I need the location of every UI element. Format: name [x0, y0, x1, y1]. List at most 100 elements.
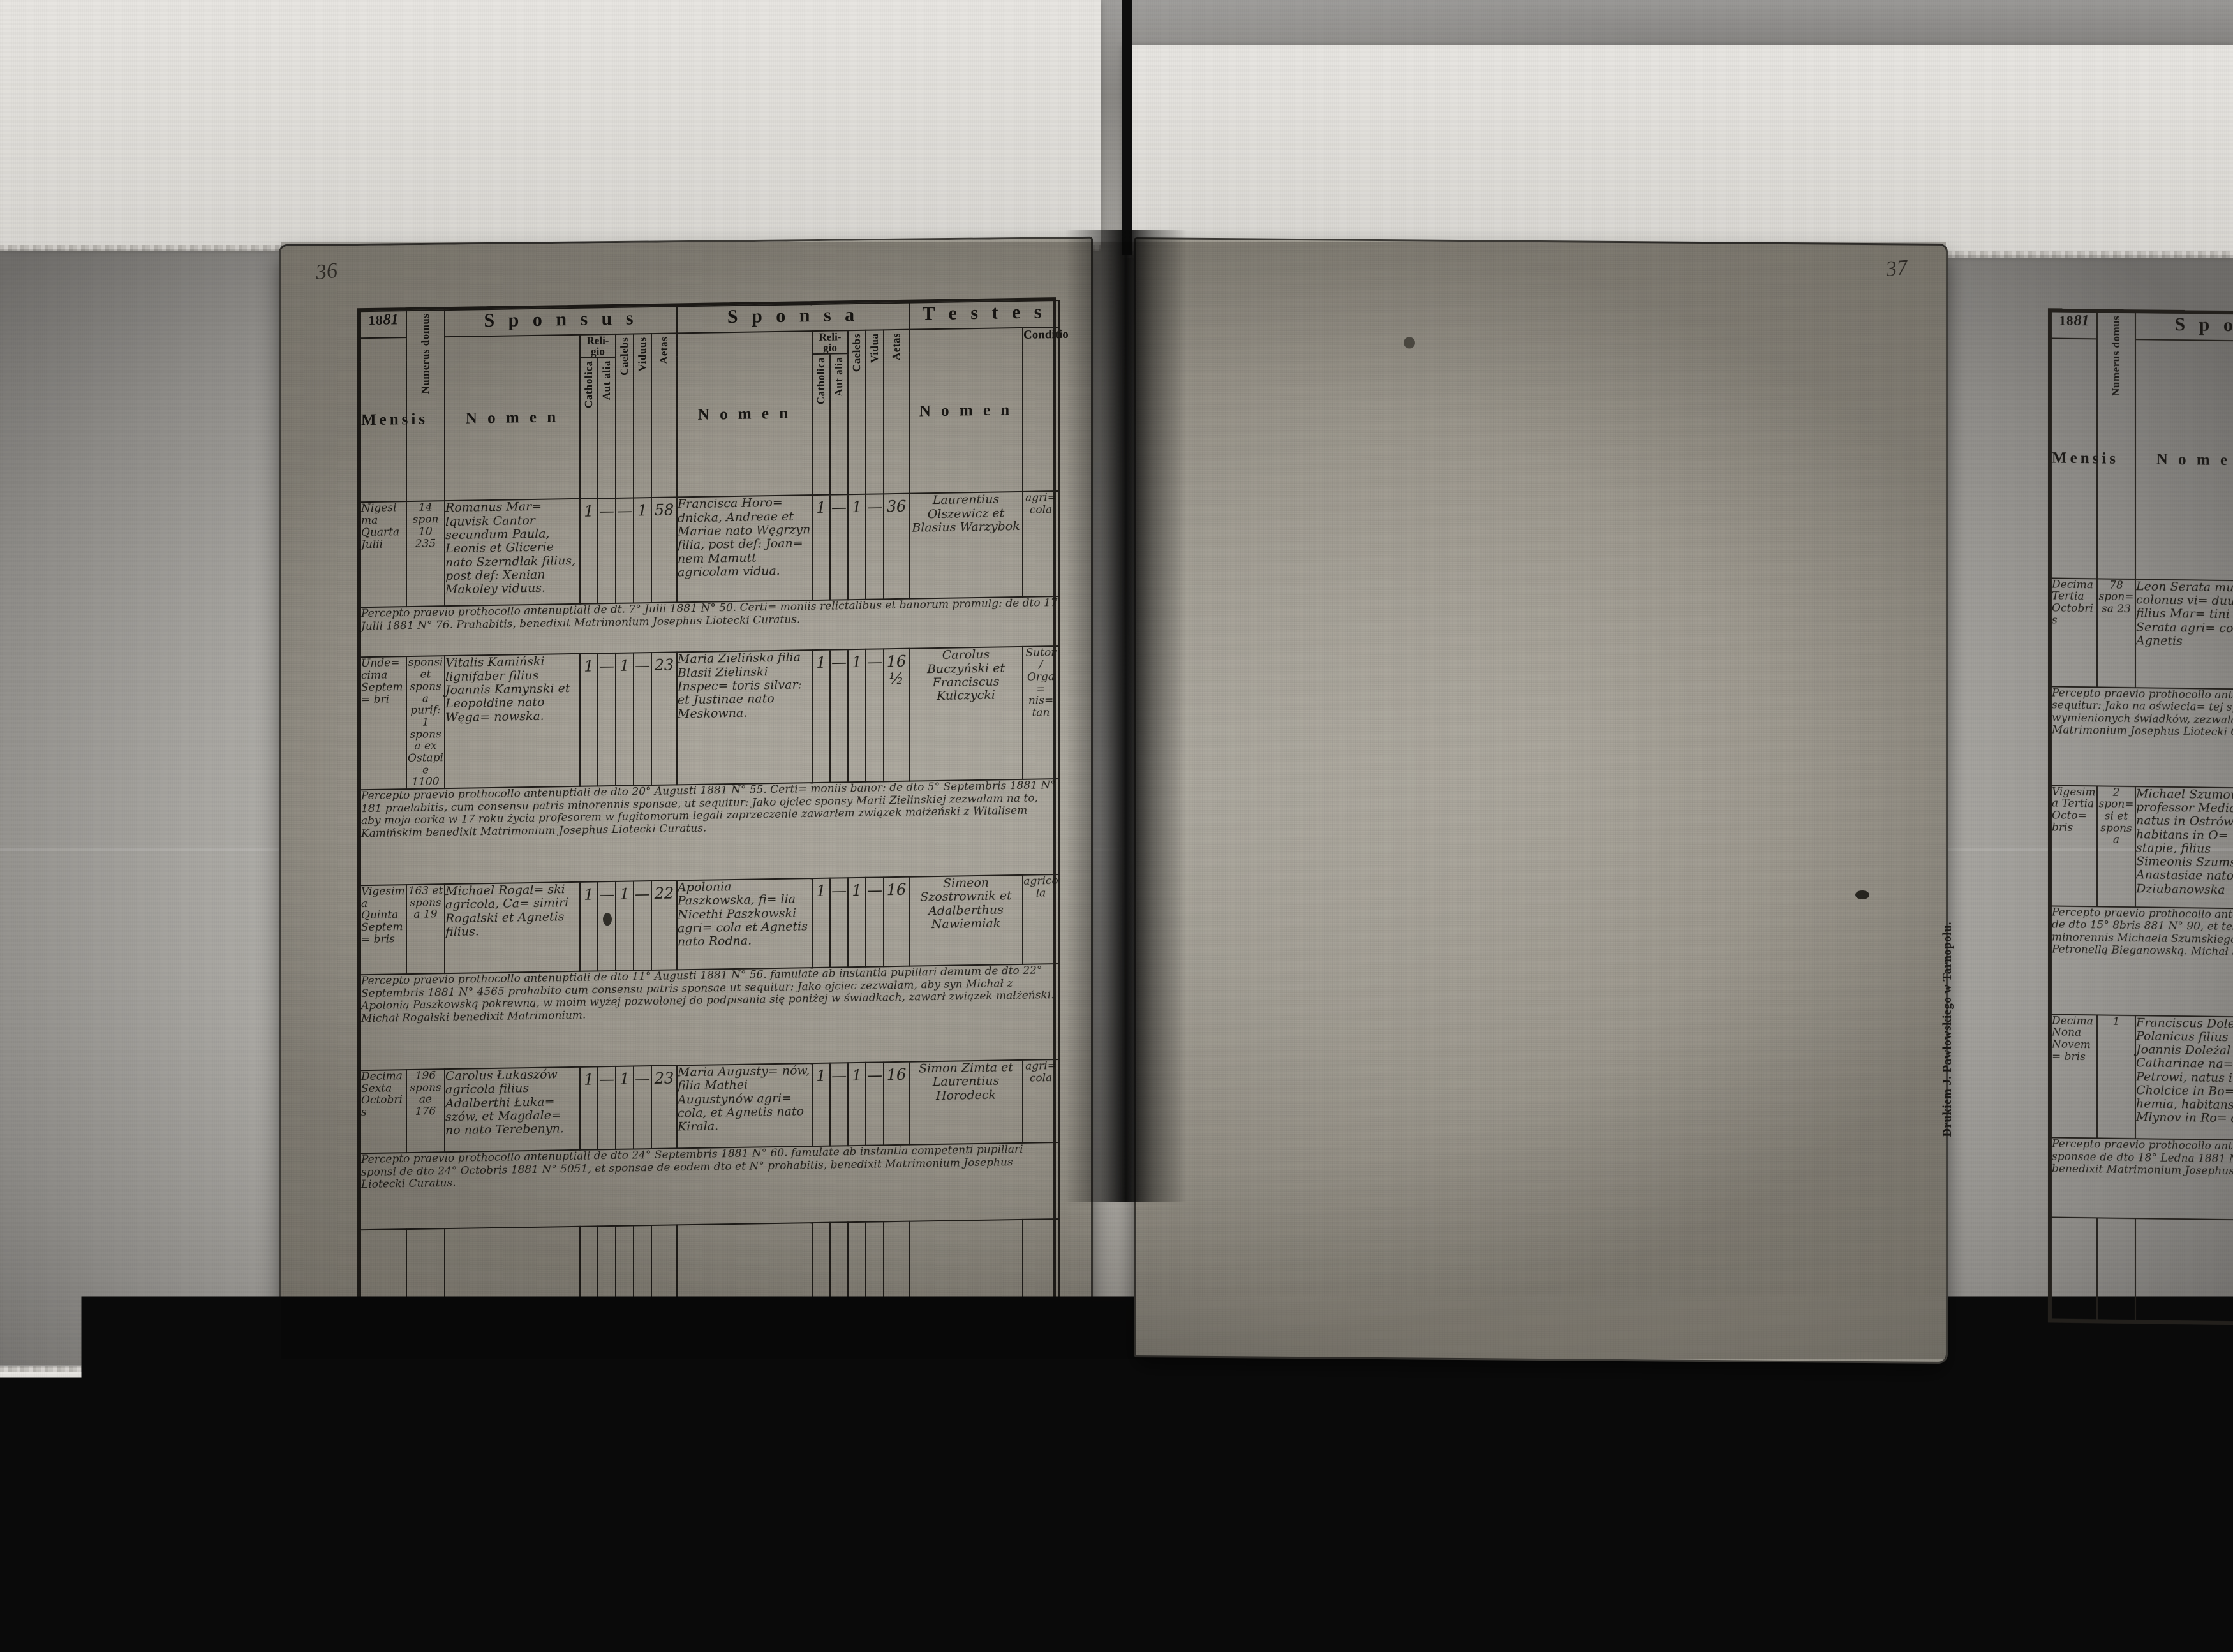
blank-cell [2097, 1218, 2135, 1320]
header-nomen-sponsus-left: N o m e n [445, 335, 580, 501]
table-row: Unde= cima Septem= bri sponsi et sponsa … [360, 646, 1059, 790]
open-register-book: 36 1881 [281, 242, 1946, 1359]
cell-sponsus-aetas: 22 [651, 880, 677, 970]
header-catholica-sponsa-left: Catholica [812, 354, 830, 496]
header-vidua-sponsa-left: Vidua [866, 330, 884, 494]
header-viduus-sponsus-left: Viduus [634, 334, 651, 498]
cell-sponsa-aetas: 36 [884, 494, 909, 600]
cell-sponsa-caelebs: 1 [848, 494, 866, 600]
blank-cell [360, 1229, 406, 1319]
cell-sponsa-vidua: — [866, 649, 884, 782]
blank-cell [445, 1227, 580, 1318]
table-row: Decima Nona Novem= bris 1 Franciscus Dol… [2051, 1014, 2233, 1147]
cell-sponsus-nomen: Michael Rogal= ski agricola, Ca= simiri … [445, 882, 580, 973]
header-group-sponsus-left: S p o n s u s [445, 306, 677, 337]
cell-testes: Laurentius Olszewicz et Blasius Warzybok [909, 492, 1023, 599]
cell-sponsus-caelebs: 1 [616, 653, 634, 786]
header-nomen-sponsus-right: N o m e n [2135, 339, 2233, 581]
cell-sponsa-vidua: — [866, 494, 884, 600]
cell-mensis: Decima Tertia Octobris [2051, 578, 2097, 687]
cell-note: Percepto praevio prothocollo antenuptial… [360, 779, 1059, 885]
table-note-row: Percepto praevio prothocollo antenuptial… [360, 779, 1059, 885]
cell-sponsus-nomen: Carolus Łukaszów agricola filius Adalber… [445, 1067, 580, 1152]
header-mensis-right: Mensis [2051, 338, 2097, 579]
cell-sponsa-catholica: 1 [812, 650, 830, 783]
table-note-row: Percepto praevio prothocollo antenuptial… [360, 1142, 1059, 1230]
blank-cell [884, 1221, 909, 1311]
register-grid-right: 1881 Numerus domus S p o n s u s S p o n… [2051, 311, 2233, 1329]
ink-blot [1855, 890, 1869, 899]
cell-sponsus-aut-alia: — [598, 653, 616, 786]
blank-cell [634, 1225, 651, 1315]
cell-mensis: Unde= cima Septem= bri [360, 657, 406, 790]
cell-sponsus-caelebs: — [616, 498, 634, 603]
blank-cell [651, 1225, 677, 1315]
cell-numerus: 163 et sponsa 19 [406, 884, 445, 974]
cell-sponsus-viduus: 1 [634, 498, 651, 603]
cell-sponsa-aut-alia: — [830, 878, 848, 967]
cell-note: Percepto praevio prothocollo antenuptial… [2051, 1137, 2233, 1226]
blank-cell [677, 1223, 812, 1314]
cell-sponsa-catholica: 1 [812, 495, 830, 600]
table-blank-row [2051, 1217, 2233, 1328]
register-table-left: 1881 Numerus domus S p o n s u s S p o n… [357, 297, 1056, 1322]
header-group-sponsus-right: S p o n s u s [2135, 313, 2233, 343]
table-row: Decima Tertia Octobris 78 spon= sa 23 Le… [2051, 578, 2233, 695]
year-cell-right: 1881 [2051, 311, 2097, 339]
header-numerus-domus-left: Numerus domus [406, 310, 445, 501]
table-row: Vigesima Tertia Octo= bris 2 spon= si et… [2051, 785, 2233, 915]
cell-sponsa-vidua: — [866, 877, 884, 966]
cell-sponsus-nomen: Leon Serata mu= lier colonus vi= duus: f… [2135, 579, 2233, 690]
cell-sponsus-catholica: 1 [580, 499, 598, 604]
cell-sponsus-nomen: Michael Szumowski professor Medicinae na… [2135, 786, 2233, 909]
table-row: Vigesima Quinta Septem= bris 163 et spon… [360, 874, 1059, 975]
cell-sponsa-caelebs: 1 [848, 878, 866, 967]
blank-cell [830, 1222, 848, 1311]
header-caelebs-sponsa-left: Caelebs [848, 330, 866, 495]
cell-testes: Simeon Szostrownik et Adalberthus Nawiem… [909, 875, 1023, 966]
cell-note: Percepto praevio prothocollo antenuptial… [2051, 686, 2233, 794]
blank-cell [2135, 1218, 2233, 1322]
cell-sponsus-nomen: Franciscus Doleżal Polanicus filius Joan… [2135, 1015, 2233, 1140]
cell-sponsa-aetas: 16 ½ [884, 649, 909, 781]
left-page: 36 1881 [281, 239, 1091, 1362]
cell-sponsus-catholica: 1 [580, 654, 598, 786]
cell-numerus: 2 spon= si et sponsa [2097, 786, 2135, 907]
backing-sheet-top-left [0, 0, 1101, 249]
cell-conditio: agri= cola [1023, 491, 1059, 597]
table-note-row: Percepto praevio prothocollo antenuptial… [360, 964, 1059, 1070]
book-spine-bottom [1122, 1352, 1132, 1652]
table-row: Decima Sexta Octobris 196 sponsae 176 Ca… [360, 1059, 1059, 1153]
blank-cell [2051, 1217, 2097, 1320]
table-blank-row [360, 1219, 1059, 1319]
cell-sponsa-caelebs: 1 [848, 649, 866, 782]
cell-sponsa-vidua: — [866, 1062, 884, 1145]
cell-sponsa-aut-alia: — [830, 650, 848, 783]
cell-numerus: 78 spon= sa 23 [2097, 579, 2135, 688]
cell-sponsa-catholica: 1 [812, 878, 830, 968]
blank-cell [866, 1221, 884, 1311]
backing-sheet-top-right [1123, 45, 2233, 255]
cell-mensis: Vigesima Tertia Octo= bris [2051, 785, 2097, 906]
header-mensis-left: Mensis [360, 337, 406, 503]
cell-sponsa-catholica: 1 [812, 1063, 830, 1146]
cell-sponsa-nomen: Maria Augusty= nów, filia Mathei Augusty… [677, 1063, 812, 1148]
table-note-row: Percepto praevio prothocollo antenuptial… [2051, 686, 2233, 794]
cell-sponsus-caelebs: 1 [616, 881, 634, 970]
cell-conditio: agri= cola [1023, 1059, 1059, 1143]
year-cell-left: 1881 [360, 311, 406, 338]
blank-cell [616, 1225, 634, 1315]
cell-sponsa-aetas: 16 [884, 1062, 909, 1146]
cell-sponsus-aetas: 23 [651, 1065, 677, 1149]
cell-sponsus-viduus: — [634, 1066, 651, 1149]
register-table-right: 1881 Numerus domus S p o n s u s S p o n… [2048, 308, 2233, 1331]
cell-sponsa-aetas: 16 [884, 877, 909, 967]
cell-sponsus-catholica: 1 [580, 881, 598, 971]
header-aetas-sponsa-left: Aetas [884, 330, 909, 494]
header-aut-alia-sponsa-left: Aut alia [830, 353, 848, 495]
folio-number-left: 36 [315, 259, 339, 286]
header-nomen-testes-left: N o m e n [909, 328, 1023, 494]
cell-mensis: Decima Nona Novem= bris [2051, 1014, 2097, 1138]
table-note-row: Percepto praevio prothocollo antenuptial… [2051, 906, 2233, 1023]
printer-imprint: Drukiem J. Pawłowskiego w Tarnopolu. [1941, 922, 1955, 1137]
